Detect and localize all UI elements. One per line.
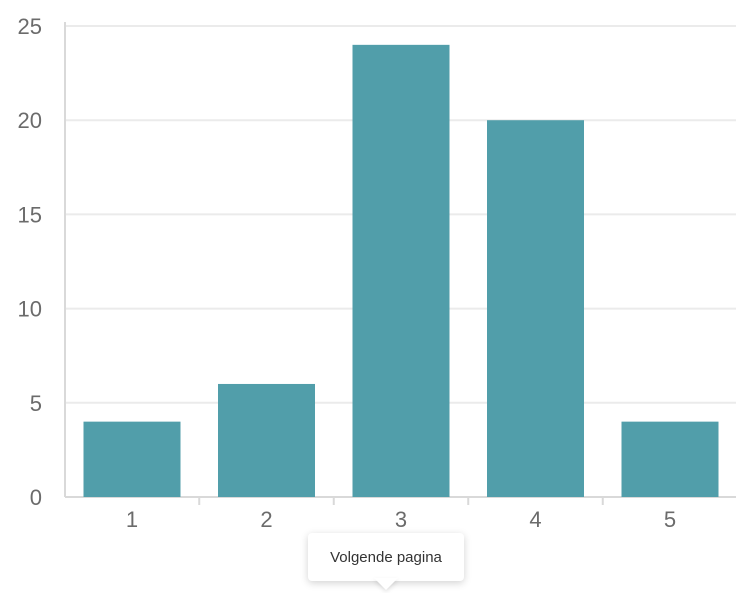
bar-5[interactable] [621, 421, 719, 497]
y-tick-label: 20 [18, 108, 42, 133]
bar-1[interactable] [83, 421, 181, 497]
y-tick-label: 0 [30, 485, 42, 510]
bar-2[interactable] [218, 383, 315, 497]
x-tick-label: 4 [529, 507, 541, 532]
bar-3[interactable] [352, 44, 450, 498]
y-tick-labels: 0 5 10 15 20 25 [18, 14, 42, 510]
bar-4[interactable] [487, 120, 584, 497]
x-tick-label: 2 [260, 507, 272, 532]
tooltip-arrow [374, 578, 398, 590]
tooltip-text: Volgende pagina [330, 548, 442, 566]
tooltip: Volgende pagina [308, 533, 464, 581]
x-tick-labels: 1 2 3 4 5 [126, 507, 676, 532]
x-tick-label: 3 [395, 507, 407, 532]
y-tick-label: 5 [30, 391, 42, 416]
y-tick-label: 25 [18, 14, 42, 39]
x-tick-label: 5 [664, 507, 676, 532]
y-tick-label: 15 [18, 202, 42, 227]
y-tick-label: 10 [18, 297, 42, 322]
x-tick-label: 1 [126, 507, 138, 532]
bars [83, 44, 719, 498]
